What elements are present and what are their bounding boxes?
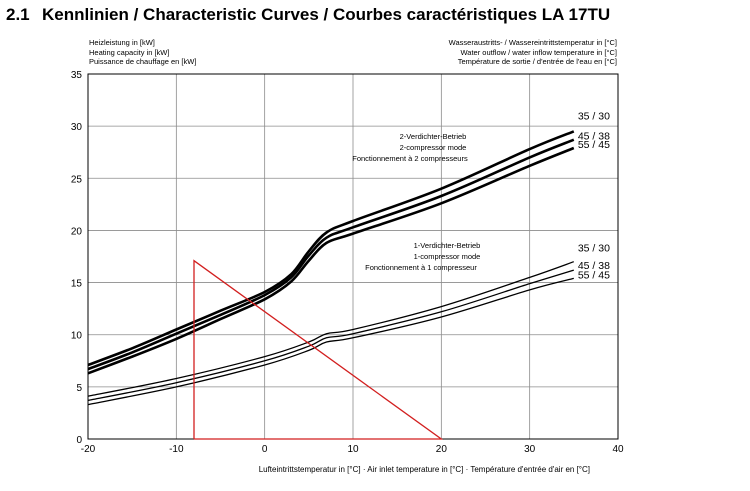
x-tick-label: 0 xyxy=(262,444,268,455)
mode-one-line-1: 1-Verdichter-Betrieb xyxy=(414,241,481,250)
y-axis-title-fr: Puissance de chauffage en [kW] xyxy=(89,57,197,67)
series-label: 35 / 30 xyxy=(578,110,610,122)
x-tick-label: 10 xyxy=(347,444,359,455)
y-tick-label: 0 xyxy=(76,435,82,446)
heat-demand-line xyxy=(193,259,444,440)
y-axis-title-en: Heating capacity in [kW] xyxy=(89,47,170,57)
y-tick-label: 20 xyxy=(71,226,83,237)
series-line xyxy=(87,130,575,367)
series-title-en: Water outflow / water inflow temperature… xyxy=(460,47,617,57)
y-tick-label: 5 xyxy=(76,383,82,394)
mode-one-line-3: Fonctionnement à 1 compresseur xyxy=(365,263,477,272)
x-tick-label: 30 xyxy=(524,444,536,455)
series-label: 55 / 45 xyxy=(578,139,610,151)
series-title-fr: Température de sortie / d'entrée de l'ea… xyxy=(457,57,617,67)
curves xyxy=(87,130,575,440)
mode-one-line-2: 1-compressor mode xyxy=(414,252,481,261)
series-line xyxy=(87,138,575,371)
series-label: 45 / 38 xyxy=(578,131,610,143)
y-axis-title-de: Heizleistung in [kW] xyxy=(89,38,155,47)
x-tick-label: 20 xyxy=(436,444,448,455)
series-label: 35 / 30 xyxy=(578,243,610,255)
series-line xyxy=(87,277,574,406)
series-label: 55 / 45 xyxy=(578,269,610,281)
page-title: 2.1 Kennlinien / Characteristic Curves / … xyxy=(6,5,610,25)
series-line xyxy=(87,269,574,402)
mode-two-line-1: 2-Verdichter-Betrieb xyxy=(400,132,467,141)
y-tick-label: 25 xyxy=(71,174,83,185)
x-tick-label: -20 xyxy=(81,444,96,455)
x-tick-label: 40 xyxy=(612,444,624,455)
series-label: 45 / 38 xyxy=(578,260,610,272)
mode-two-line-2: 2-compressor mode xyxy=(400,143,467,152)
series-legend-title: Wasseraustritts- / Wassereintrittstemper… xyxy=(449,38,617,67)
section-number: 2.1 xyxy=(6,5,30,24)
y-axis-title: Heizleistung in [kW] Heating capacity in… xyxy=(89,38,196,67)
tick-labels: -20 -10 0 10 20 30 40 0 5 10 15 20 25 30 35 xyxy=(71,70,624,455)
y-tick-label: 10 xyxy=(71,331,83,342)
x-tick-label: -10 xyxy=(169,444,184,455)
y-tick-label: 30 xyxy=(71,122,83,133)
series-line xyxy=(87,261,575,397)
section-title: Kennlinien / Characteristic Curves / Cou… xyxy=(42,5,611,24)
series-title-de: Wasseraustritts- / Wassereintrittstemper… xyxy=(448,38,617,47)
series-line xyxy=(87,146,575,375)
mode-two-line-3: Fonctionnement à 2 compresseurs xyxy=(352,154,468,163)
x-axis-title: Lufteintrittstemperatur in [°C] · Air in… xyxy=(258,465,590,474)
y-tick-label: 35 xyxy=(71,70,83,81)
y-tick-label: 15 xyxy=(71,279,83,290)
